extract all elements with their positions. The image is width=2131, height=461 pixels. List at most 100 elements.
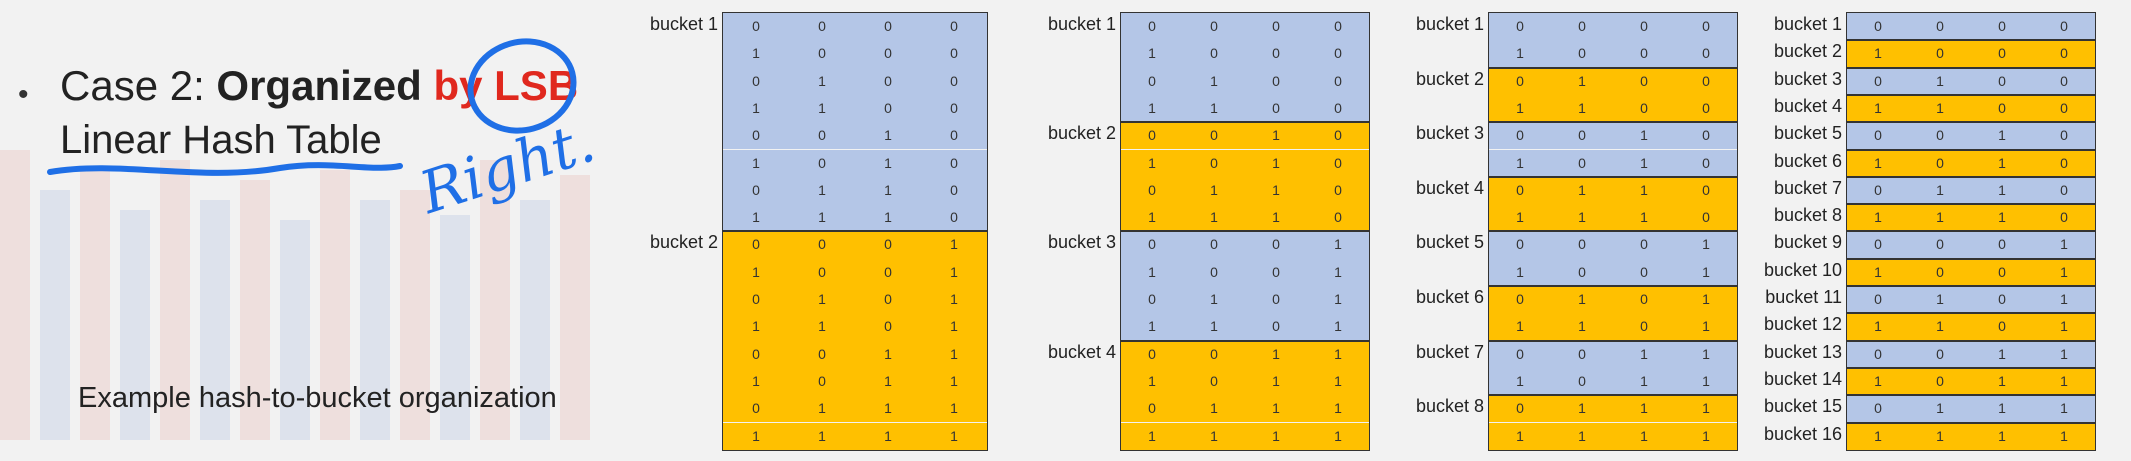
bit-cell: 0 [884, 318, 892, 335]
bit-cell: 1 [1272, 209, 1280, 226]
slide-title-line1: Case 2: Organized by LSB [60, 62, 578, 110]
bit-cell: 0 [1702, 154, 1710, 171]
table-row: 0 0 0 0 [1489, 13, 1737, 41]
bit-cell: 0 [1272, 99, 1280, 116]
bit-cell: 0 [1874, 18, 1882, 34]
bit-cell: 0 [1998, 72, 2006, 89]
table-row: 0 0 1 0 [723, 122, 987, 150]
bit-cell: 1 [1702, 291, 1710, 307]
bucket-label: bucket 16 [1763, 423, 1842, 444]
bit-cell: 1 [818, 209, 826, 226]
table-row: 1 0 1 0 [1847, 149, 2095, 177]
bucket-label: bucket 2 [1773, 41, 1842, 62]
table-row: 1 1 1 1 [1489, 422, 1737, 450]
bit-cell: 0 [1578, 372, 1586, 389]
bit-cell: 1 [1516, 45, 1524, 62]
table-row: 0 0 0 0 [723, 13, 987, 41]
bit-cell: 1 [1702, 236, 1710, 253]
table-row: 0 0 1 1 [1489, 340, 1737, 368]
bit-cell: 0 [1874, 400, 1882, 417]
bit-cell: 0 [1578, 18, 1586, 34]
bit-cell: 1 [1578, 427, 1586, 444]
bucket-divider [1121, 121, 1369, 124]
bit-cell: 1 [1272, 427, 1280, 444]
bit-cell: 0 [818, 45, 826, 62]
bit-cell: 0 [2060, 127, 2068, 144]
bit-cell: 1 [1516, 372, 1524, 389]
bit-cell: 0 [1210, 263, 1218, 280]
bit-cell: 1 [884, 427, 892, 444]
table-row: 0 0 1 1 [723, 340, 987, 368]
bit-cell: 0 [1516, 72, 1524, 89]
bit-cell: 0 [884, 236, 892, 253]
bucket-label: bucket 8 [1773, 205, 1842, 226]
bit-cell: 1 [1334, 263, 1342, 280]
bit-cell: 0 [1210, 372, 1218, 389]
bit-cell: 0 [1272, 263, 1280, 280]
bit-cell: 0 [1936, 236, 1944, 253]
bucket-label: bucket 1 [649, 14, 718, 34]
bit-cell: 0 [1702, 45, 1710, 62]
bit-cell: 1 [1210, 400, 1218, 417]
bit-cell: 1 [1334, 318, 1342, 335]
table-row: 1 0 0 0 [1847, 40, 2095, 68]
table-row: 0 1 1 1 [1847, 395, 2095, 423]
table-row: 1 1 1 1 [723, 422, 987, 450]
bucket-label: bucket 6 [1415, 287, 1484, 307]
bit-cell: 1 [818, 318, 826, 335]
bit-cell: 0 [1874, 291, 1882, 307]
bucket-label: bucket 5 [1773, 123, 1842, 144]
bit-cell: 0 [1516, 18, 1524, 34]
bucket-divider [1847, 421, 2095, 424]
bucket-label: bucket 1 [1773, 14, 1842, 34]
bit-cell: 0 [2060, 99, 2068, 116]
bit-cell: 0 [1210, 45, 1218, 62]
bit-cell: 0 [950, 45, 958, 62]
bit-cell: 1 [1936, 291, 1944, 307]
bit-cell: 0 [818, 372, 826, 389]
bit-cell: 1 [884, 154, 892, 171]
bit-cell: 1 [2060, 372, 2068, 389]
bucket-label: bucket 9 [1773, 232, 1842, 253]
bit-cell: 0 [1148, 72, 1156, 89]
bit-cell: 0 [1874, 236, 1882, 253]
bit-cell: 0 [1702, 181, 1710, 198]
bit-cell: 1 [2060, 291, 2068, 307]
bit-cell: 0 [1998, 291, 2006, 307]
table-row: 0 0 0 0 [1121, 13, 1369, 41]
bit-cell: 0 [1640, 45, 1648, 62]
table-row: 0 1 1 0 [723, 176, 987, 205]
bucket-label: bucket 2 [1047, 123, 1116, 144]
table-row: 1 0 0 0 [723, 40, 987, 68]
table-row: 1 0 1 1 [1847, 367, 2095, 396]
bit-cell: 1 [1272, 372, 1280, 389]
table-row: 1 0 0 0 [1121, 40, 1369, 68]
bit-cell: 1 [818, 400, 826, 417]
bit-cell: 1 [1148, 45, 1156, 62]
bit-cell: 1 [1874, 45, 1882, 62]
bit-cell: 0 [1936, 45, 1944, 62]
table-row: 0 0 1 0 [1847, 122, 2095, 150]
bit-cell: 0 [1148, 18, 1156, 34]
title-red: by LSB [433, 62, 579, 109]
slide-title-line2: Linear Hash Table [60, 118, 382, 162]
table-row: 0 0 1 1 [1121, 340, 1369, 368]
bucket-label: bucket 11 [1765, 287, 1842, 307]
bit-cell: 0 [1702, 18, 1710, 34]
bit-cell: 1 [752, 318, 760, 335]
table-row: 1 1 1 1 [1847, 422, 2095, 450]
table-row: 0 1 0 1 [1489, 286, 1737, 314]
bit-cell: 1 [752, 372, 760, 389]
bit-cell: 1 [1936, 209, 1944, 226]
bit-cell: 0 [818, 18, 826, 34]
bit-cell: 0 [1578, 154, 1586, 171]
bit-cell: 1 [1936, 72, 1944, 89]
bit-cell: 0 [1998, 99, 2006, 116]
bit-cell: 0 [752, 127, 760, 144]
bit-cell: 0 [1210, 154, 1218, 171]
bit-cell: 1 [950, 236, 958, 253]
bucket-label: bucket 10 [1763, 259, 1842, 280]
